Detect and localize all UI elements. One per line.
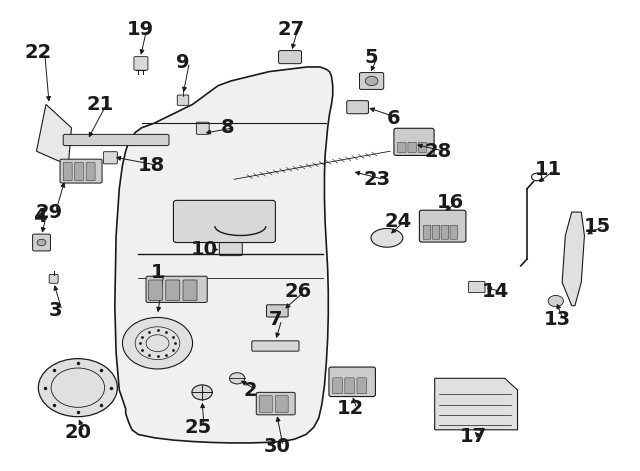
Text: 18: 18 xyxy=(138,156,164,175)
PathPatch shape xyxy=(36,105,72,165)
FancyBboxPatch shape xyxy=(33,234,51,251)
Text: 2: 2 xyxy=(243,381,257,399)
FancyBboxPatch shape xyxy=(220,240,243,256)
FancyBboxPatch shape xyxy=(275,396,288,413)
Text: 23: 23 xyxy=(364,170,391,189)
Circle shape xyxy=(37,239,46,246)
PathPatch shape xyxy=(562,212,584,306)
Ellipse shape xyxy=(371,228,403,247)
FancyBboxPatch shape xyxy=(86,162,95,181)
FancyBboxPatch shape xyxy=(177,95,189,106)
FancyBboxPatch shape xyxy=(60,159,102,183)
Text: 16: 16 xyxy=(437,193,464,212)
FancyBboxPatch shape xyxy=(397,142,406,153)
Text: 25: 25 xyxy=(184,418,211,437)
FancyBboxPatch shape xyxy=(347,101,369,114)
FancyBboxPatch shape xyxy=(441,225,449,239)
FancyBboxPatch shape xyxy=(173,200,275,243)
Text: 15: 15 xyxy=(584,217,611,236)
Text: 21: 21 xyxy=(86,95,114,114)
FancyBboxPatch shape xyxy=(183,280,197,300)
Text: 9: 9 xyxy=(176,53,189,72)
Text: 19: 19 xyxy=(127,20,154,39)
Text: 14: 14 xyxy=(482,282,509,301)
Text: 10: 10 xyxy=(191,240,218,259)
FancyBboxPatch shape xyxy=(63,162,72,181)
Text: 30: 30 xyxy=(263,437,290,456)
FancyBboxPatch shape xyxy=(259,396,272,413)
FancyBboxPatch shape xyxy=(345,378,355,394)
Text: 8: 8 xyxy=(221,118,234,138)
Text: 20: 20 xyxy=(65,422,92,442)
Text: 27: 27 xyxy=(278,20,305,39)
Text: 24: 24 xyxy=(384,212,412,231)
FancyBboxPatch shape xyxy=(63,134,169,146)
FancyBboxPatch shape xyxy=(408,142,416,153)
FancyBboxPatch shape xyxy=(49,275,58,283)
FancyBboxPatch shape xyxy=(360,73,384,89)
Text: 11: 11 xyxy=(534,161,562,179)
Circle shape xyxy=(38,358,117,417)
Circle shape xyxy=(122,317,193,369)
Text: 1: 1 xyxy=(150,263,164,283)
FancyBboxPatch shape xyxy=(103,152,117,164)
FancyBboxPatch shape xyxy=(418,142,426,153)
FancyBboxPatch shape xyxy=(252,341,299,351)
Circle shape xyxy=(230,373,245,384)
FancyBboxPatch shape xyxy=(146,276,207,302)
Text: 4: 4 xyxy=(33,207,47,226)
PathPatch shape xyxy=(435,378,518,430)
FancyBboxPatch shape xyxy=(134,57,148,70)
FancyBboxPatch shape xyxy=(357,378,367,394)
Text: 26: 26 xyxy=(284,282,311,301)
FancyBboxPatch shape xyxy=(394,128,434,155)
FancyBboxPatch shape xyxy=(196,122,209,134)
FancyBboxPatch shape xyxy=(419,210,466,242)
Text: 29: 29 xyxy=(36,203,63,221)
FancyBboxPatch shape xyxy=(468,281,485,292)
Text: 5: 5 xyxy=(364,48,378,67)
Text: 22: 22 xyxy=(25,43,52,62)
Text: 12: 12 xyxy=(337,399,364,418)
FancyBboxPatch shape xyxy=(256,392,295,415)
Circle shape xyxy=(192,385,212,400)
FancyBboxPatch shape xyxy=(75,162,84,181)
Circle shape xyxy=(365,76,378,86)
Text: 3: 3 xyxy=(49,301,62,320)
FancyBboxPatch shape xyxy=(278,50,301,64)
FancyBboxPatch shape xyxy=(266,305,288,317)
Circle shape xyxy=(548,295,563,307)
Text: 6: 6 xyxy=(387,109,400,128)
Text: 13: 13 xyxy=(543,310,571,329)
FancyBboxPatch shape xyxy=(333,378,342,394)
FancyBboxPatch shape xyxy=(329,367,376,397)
Text: 28: 28 xyxy=(424,142,451,161)
FancyBboxPatch shape xyxy=(432,225,440,239)
PathPatch shape xyxy=(115,67,333,443)
Text: 7: 7 xyxy=(269,310,282,329)
FancyBboxPatch shape xyxy=(166,280,180,300)
FancyBboxPatch shape xyxy=(148,280,163,300)
Text: 17: 17 xyxy=(460,427,486,447)
FancyBboxPatch shape xyxy=(450,225,458,239)
FancyBboxPatch shape xyxy=(423,225,431,239)
